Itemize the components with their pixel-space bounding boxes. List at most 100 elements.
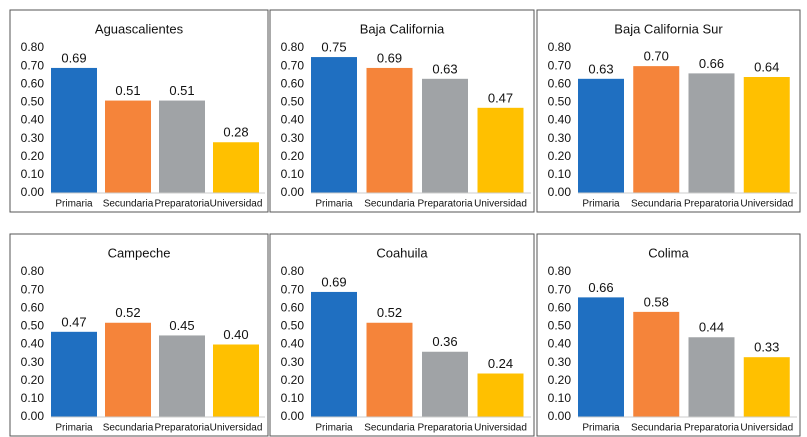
value-label: 0.66 bbox=[588, 280, 613, 295]
y-tick-label: 0.00 bbox=[281, 409, 305, 423]
x-tick-label: Preparatoria bbox=[154, 423, 209, 434]
bar bbox=[159, 335, 205, 417]
y-tick-label: 0.40 bbox=[548, 113, 572, 127]
bar bbox=[213, 344, 259, 417]
bar bbox=[688, 73, 735, 193]
panel bbox=[536, 9, 801, 213]
x-tick-label: Preparatoria bbox=[684, 199, 739, 210]
y-tick-label: 0.20 bbox=[21, 149, 45, 163]
bar bbox=[159, 100, 205, 193]
x-tick-label: Secundaria bbox=[631, 423, 682, 434]
x-tick-label: Universidad bbox=[210, 423, 263, 434]
bar bbox=[477, 107, 524, 193]
x-tick-label: Preparatoria bbox=[154, 199, 209, 210]
bar bbox=[311, 57, 357, 193]
chart-title: Colima bbox=[648, 245, 689, 260]
value-label: 0.51 bbox=[115, 83, 140, 98]
x-tick-label: Universidad bbox=[740, 199, 793, 210]
value-label: 0.70 bbox=[644, 49, 669, 64]
bar bbox=[633, 66, 680, 193]
y-tick-label: 0.50 bbox=[548, 95, 572, 109]
y-tick-label: 0.80 bbox=[548, 264, 572, 278]
y-tick-label: 0.70 bbox=[281, 58, 305, 72]
y-tick-label: 0.10 bbox=[21, 391, 45, 405]
y-tick-label: 0.20 bbox=[548, 373, 572, 387]
bar bbox=[578, 297, 624, 417]
bar bbox=[422, 351, 468, 417]
x-tick-label: Primaria bbox=[582, 423, 620, 434]
bar bbox=[51, 67, 97, 193]
x-tick-label: Secundaria bbox=[103, 423, 154, 434]
bar bbox=[688, 337, 735, 417]
y-tick-label: 0.70 bbox=[548, 58, 572, 72]
value-label: 0.63 bbox=[588, 61, 613, 76]
y-tick-label: 0.30 bbox=[281, 131, 305, 145]
y-tick-label: 0.60 bbox=[281, 76, 305, 90]
chart-title: Aguascalientes bbox=[95, 21, 184, 36]
bar bbox=[366, 322, 413, 417]
y-tick-label: 0.30 bbox=[281, 355, 305, 369]
y-tick-label: 0.80 bbox=[281, 264, 305, 278]
chart-title: Campeche bbox=[108, 245, 171, 260]
value-label: 0.40 bbox=[223, 327, 248, 342]
y-tick-label: 0.50 bbox=[281, 95, 305, 109]
value-label: 0.64 bbox=[754, 59, 779, 74]
panel bbox=[536, 233, 801, 437]
y-tick-label: 0.60 bbox=[21, 76, 45, 90]
y-tick-label: 0.10 bbox=[281, 167, 305, 181]
bar bbox=[743, 357, 790, 417]
panel bbox=[269, 9, 535, 213]
value-label: 0.28 bbox=[223, 125, 248, 140]
bar bbox=[477, 373, 524, 417]
y-tick-label: 0.40 bbox=[21, 337, 45, 351]
x-tick-label: Preparatoria bbox=[417, 423, 472, 434]
chart-title: Baja California Sur bbox=[614, 21, 723, 36]
y-tick-label: 0.10 bbox=[21, 167, 45, 181]
value-label: 0.58 bbox=[644, 294, 669, 309]
y-tick-label: 0.50 bbox=[548, 319, 572, 333]
panel bbox=[9, 233, 269, 437]
y-tick-label: 0.20 bbox=[281, 373, 305, 387]
y-tick-label: 0.50 bbox=[21, 319, 45, 333]
y-tick-label: 0.40 bbox=[281, 337, 305, 351]
y-tick-label: 0.00 bbox=[281, 185, 305, 199]
y-tick-label: 0.80 bbox=[21, 40, 45, 54]
bar bbox=[578, 78, 624, 193]
value-label: 0.75 bbox=[321, 40, 346, 55]
value-label: 0.36 bbox=[432, 334, 457, 349]
bar bbox=[743, 77, 790, 193]
y-tick-label: 0.30 bbox=[21, 355, 45, 369]
x-tick-label: Secundaria bbox=[364, 199, 415, 210]
bar bbox=[633, 311, 680, 417]
value-label: 0.24 bbox=[488, 356, 513, 371]
y-tick-label: 0.20 bbox=[21, 373, 45, 387]
bar bbox=[366, 67, 413, 193]
bar bbox=[51, 331, 97, 417]
y-tick-label: 0.80 bbox=[548, 40, 572, 54]
y-tick-label: 0.70 bbox=[21, 282, 45, 296]
x-tick-label: Primaria bbox=[55, 423, 93, 434]
value-label: 0.44 bbox=[699, 320, 724, 335]
bar bbox=[105, 322, 151, 417]
x-tick-label: Preparatoria bbox=[684, 423, 739, 434]
y-tick-label: 0.00 bbox=[21, 185, 45, 199]
y-tick-label: 0.80 bbox=[21, 264, 45, 278]
y-tick-label: 0.70 bbox=[281, 282, 305, 296]
value-label: 0.51 bbox=[169, 83, 194, 98]
value-label: 0.47 bbox=[61, 314, 86, 329]
value-label: 0.45 bbox=[169, 318, 194, 333]
value-label: 0.63 bbox=[432, 61, 457, 76]
x-tick-label: Universidad bbox=[474, 199, 527, 210]
value-label: 0.52 bbox=[115, 305, 140, 320]
y-tick-label: 0.60 bbox=[281, 300, 305, 314]
value-label: 0.52 bbox=[377, 305, 402, 320]
y-tick-label: 0.60 bbox=[548, 76, 572, 90]
value-label: 0.69 bbox=[377, 50, 402, 65]
y-tick-label: 0.50 bbox=[21, 95, 45, 109]
y-tick-label: 0.20 bbox=[548, 149, 572, 163]
y-tick-label: 0.20 bbox=[281, 149, 305, 163]
x-tick-label: Universidad bbox=[210, 199, 263, 210]
x-tick-label: Universidad bbox=[740, 423, 793, 434]
y-tick-label: 0.00 bbox=[548, 409, 572, 423]
y-tick-label: 0.10 bbox=[548, 167, 572, 181]
